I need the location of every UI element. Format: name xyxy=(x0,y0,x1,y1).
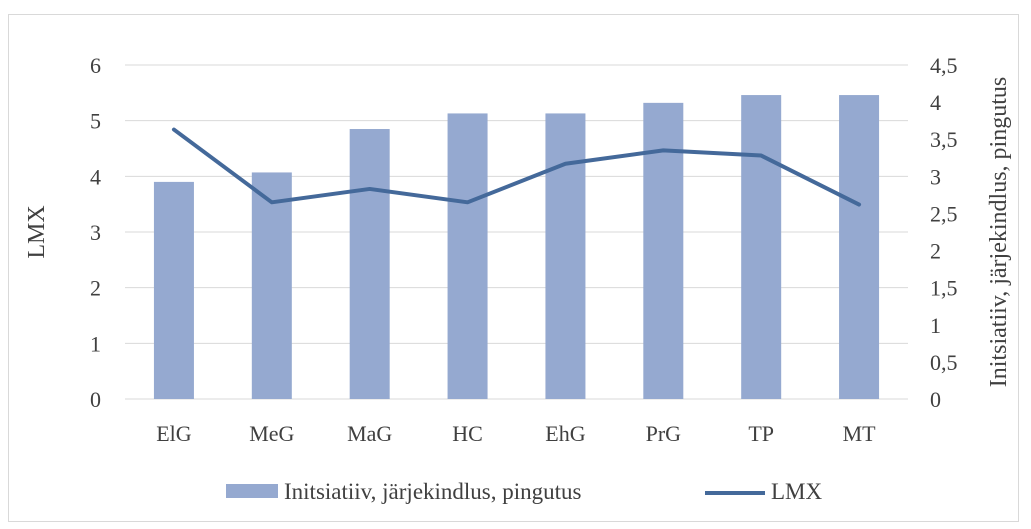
bar-TP xyxy=(741,95,782,399)
bar-HC xyxy=(447,113,488,400)
x-tick-label: MeG xyxy=(249,421,294,446)
x-tick-label: MT xyxy=(843,421,877,446)
right-tick-label: 2,5 xyxy=(930,201,958,226)
left-axis-ticks: 0 1 2 3 4 5 6 xyxy=(90,53,101,412)
right-tick-label: 0,5 xyxy=(930,350,958,375)
right-tick-label: 3,5 xyxy=(930,127,958,152)
bar-PrG xyxy=(643,102,684,399)
right-tick-label: 3 xyxy=(930,164,941,189)
legend: Initsiatiiv, järjekindlus, pingutus LMX xyxy=(226,479,823,504)
x-axis-ticks: ElG MeG MaG HC EhG PrG TP MT xyxy=(156,421,876,446)
right-tick-label: 1,5 xyxy=(930,276,958,301)
left-tick-label: 3 xyxy=(90,220,101,245)
x-tick-label: EhG xyxy=(545,421,585,446)
line-LMX xyxy=(171,127,862,207)
left-tick-label: 4 xyxy=(90,164,101,189)
x-tick-label: MaG xyxy=(347,421,392,446)
x-tick-label: ElG xyxy=(156,421,192,446)
legend-line-label: LMX xyxy=(771,479,823,504)
right-axis-title: Initsiatiiv, järjekindlus, pingutus xyxy=(986,77,1012,387)
left-axis-title: LMX xyxy=(24,205,50,258)
bar-series xyxy=(153,95,880,400)
legend-bar-swatch xyxy=(226,484,278,498)
left-tick-label: 5 xyxy=(90,109,101,134)
left-tick-label: 2 xyxy=(90,276,101,301)
legend-bar-label: Initsiatiiv, järjekindlus, pingutus xyxy=(284,479,582,504)
left-tick-label: 6 xyxy=(90,53,101,78)
x-tick-label: HC xyxy=(452,421,483,446)
right-tick-label: 0 xyxy=(930,387,941,412)
line-series xyxy=(171,127,862,207)
right-axis-ticks: 0 0,5 1 1,5 2 2,5 3 3,5 4 4,5 xyxy=(930,53,958,412)
right-tick-label: 1 xyxy=(930,313,941,338)
left-tick-label: 1 xyxy=(90,331,101,356)
gridlines xyxy=(125,64,908,400)
bar-MaG xyxy=(349,129,390,399)
bar-MeG xyxy=(251,172,292,399)
bar-ElG xyxy=(153,181,194,399)
x-tick-label: PrG xyxy=(646,421,682,446)
x-tick-label: TP xyxy=(748,421,774,446)
right-tick-label: 4,5 xyxy=(930,53,958,78)
right-tick-label: 2 xyxy=(930,239,941,264)
bar-EhG xyxy=(545,113,586,400)
right-tick-label: 4 xyxy=(930,90,941,115)
bar-MT xyxy=(839,95,880,399)
left-tick-label: 0 xyxy=(90,387,101,412)
